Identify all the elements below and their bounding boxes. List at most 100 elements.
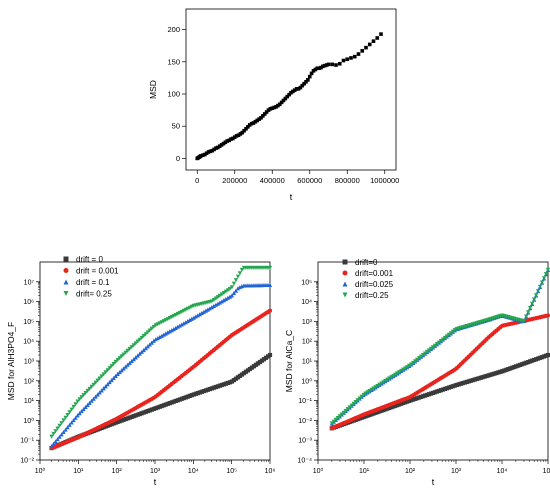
data-point	[225, 139, 230, 143]
data-point	[147, 328, 152, 333]
data-point	[294, 87, 299, 91]
data-point	[411, 360, 416, 366]
data-point	[87, 386, 92, 392]
x-axis-title: t	[432, 477, 435, 487]
data-point	[257, 117, 261, 121]
data-point	[179, 322, 184, 327]
legend-label: drift=0.001	[355, 269, 394, 278]
data-point	[115, 371, 120, 377]
data-point	[227, 286, 233, 292]
data-point	[267, 308, 273, 313]
y-tick-label: 10²	[302, 339, 313, 346]
legend-label: drift= 0.25	[76, 290, 112, 299]
data-point	[371, 39, 376, 43]
data-point	[113, 359, 118, 365]
data-point	[321, 64, 325, 69]
data-point	[73, 402, 78, 407]
data-point	[543, 272, 549, 277]
data-point	[173, 325, 178, 330]
legend-label: drift = 0.001	[76, 267, 119, 276]
data-point	[107, 366, 112, 371]
data-point	[181, 321, 186, 326]
data-point	[149, 326, 154, 331]
data-point	[205, 307, 210, 312]
data-point	[242, 128, 246, 133]
data-point	[207, 306, 212, 311]
data-point	[255, 118, 260, 123]
x-tick-label: 10²	[405, 468, 416, 475]
data-point	[329, 421, 334, 426]
data-point	[59, 421, 64, 426]
data-point	[337, 414, 342, 419]
x-tick-label: 10⁴	[188, 468, 199, 475]
data-point	[324, 63, 329, 67]
x-tick-label: 10³	[451, 468, 462, 475]
legend: drift=0 drift=0.001 drift=0.025 drift=0.25	[342, 258, 394, 300]
x-tick-label: 10⁴	[497, 468, 508, 475]
x-tick-label: 10²	[112, 468, 123, 475]
data-point	[298, 85, 303, 90]
data-point	[63, 427, 68, 432]
data-point	[201, 309, 206, 314]
data-point	[75, 399, 80, 404]
data-point	[204, 151, 209, 156]
data-point	[69, 420, 74, 425]
data-point	[339, 412, 344, 417]
data-point	[223, 289, 229, 294]
data-point	[426, 348, 432, 353]
data-point	[131, 343, 136, 348]
data-point	[103, 370, 108, 375]
data-point	[55, 426, 60, 431]
data-point	[292, 88, 297, 92]
data-point	[151, 338, 156, 343]
data-point	[307, 74, 312, 79]
data-point	[244, 126, 248, 131]
data-point	[210, 148, 215, 153]
data-point	[364, 45, 368, 50]
y-tick-label: 10²	[24, 378, 35, 385]
data-point	[93, 380, 98, 385]
data-point	[111, 361, 116, 367]
data-point	[203, 308, 208, 313]
data-point	[175, 324, 180, 329]
legend-label: drift=0	[355, 258, 378, 267]
data-point	[335, 416, 340, 421]
data-point	[231, 136, 235, 141]
data-point	[281, 98, 286, 103]
x-axis-title: t	[154, 477, 157, 487]
data-point	[352, 54, 357, 59]
data-point	[223, 296, 229, 302]
data-point	[169, 328, 174, 333]
data-point	[209, 299, 214, 304]
data-point	[81, 393, 86, 398]
data-point	[361, 392, 366, 398]
data-point	[139, 335, 144, 341]
data-point	[276, 103, 280, 108]
data-point	[246, 125, 250, 129]
data-point	[341, 410, 346, 415]
legend-marker	[342, 281, 348, 287]
data-point	[117, 369, 122, 375]
data-point	[337, 61, 342, 66]
data-point	[434, 342, 440, 347]
chart-1: 0 200000 400000 600000 800000 1000000 0 50 100 15…	[148, 8, 399, 202]
x-tick-label: 1000000	[370, 176, 399, 185]
data-point	[51, 441, 56, 446]
data-point	[304, 79, 308, 84]
data-point	[101, 372, 106, 377]
data-point	[133, 341, 138, 346]
data-point	[119, 368, 124, 373]
data-point	[287, 92, 291, 97]
data-point	[171, 326, 176, 332]
data-point	[69, 407, 74, 412]
data-point	[413, 359, 418, 364]
data-point	[313, 67, 318, 72]
data-point	[229, 137, 233, 141]
y-axis-title: MSD	[148, 80, 158, 99]
data-point	[326, 62, 331, 67]
data-point	[89, 384, 94, 389]
data-point	[233, 278, 239, 283]
y-tick-label: 10⁻⁴	[298, 458, 313, 465]
data-point	[213, 302, 218, 307]
data-point	[63, 415, 68, 420]
